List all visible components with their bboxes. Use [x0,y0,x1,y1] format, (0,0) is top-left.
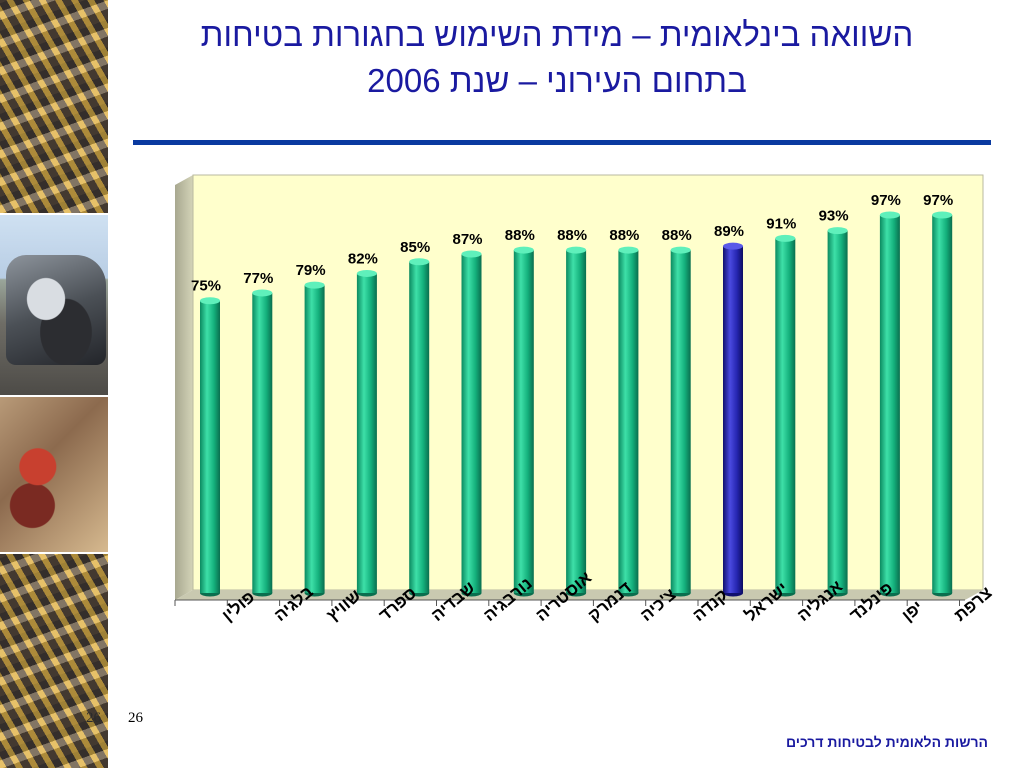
data-label: 87% [452,231,482,248]
page-number: 26 [128,710,143,726]
data-label: 85% [400,239,430,256]
bar-body [566,250,587,594]
bar-body [879,215,900,593]
bar-top-cap [356,269,377,277]
data-label: 88% [609,227,639,244]
data-label: 88% [557,227,587,244]
traffic-photo [0,0,108,213]
plot-side-wall [175,175,193,600]
bar-body [827,230,848,593]
plot-area [192,174,984,591]
bar-body [618,250,639,594]
bar [513,246,534,597]
data-label: 89% [714,223,744,240]
bar [200,297,220,597]
bar-top-cap [409,258,430,266]
data-label: 82% [348,250,378,267]
title-line-2: בתחום העירוני – שנת 2006 [367,62,747,99]
data-label: 91% [766,215,796,232]
data-label: 97% [923,192,953,209]
bar-body [461,253,482,594]
bar-body [670,250,691,594]
bar-top-cap [304,281,325,289]
slide-title: השוואה בינלאומית – מידת השימוש בחגורות ב… [120,12,994,104]
bar-top-cap [461,250,482,258]
bar-top-cap [723,242,743,250]
x-tick-label: יפן [898,597,926,625]
bar-body [200,300,220,593]
bar [723,242,743,597]
data-label: 93% [819,208,849,225]
bar-top-cap [879,211,900,219]
data-labels-group: 75% 77% 79% 82% 85% 87% 88% 88% 88% 88% 89% 91% 93% 9… [191,192,953,295]
bar-top-cap [775,234,796,242]
bar [304,281,325,597]
data-label: 77% [243,270,273,287]
bar [670,246,691,597]
bar [827,227,848,597]
rescue-photo [0,397,108,552]
bar [409,258,430,597]
bar-top-cap [618,246,639,254]
wrecked-car-image [6,255,106,365]
bar-body [252,292,273,593]
bar-top-cap [513,246,534,254]
bar-top-cap [827,227,848,235]
bar-top-cap [566,246,587,254]
bar-body [304,285,325,593]
bar-body [775,238,796,593]
title-divider [133,140,991,145]
data-label: 97% [871,192,901,209]
bar [932,211,953,597]
bar-top-cap [252,289,273,297]
traffic-photo-bottom [0,554,108,768]
bar-top-cap [932,211,953,219]
bars-group [200,211,953,597]
bar [618,246,639,597]
bar [461,250,482,597]
bar-top-cap [670,246,691,254]
bar-body [932,215,953,593]
photo-strip [0,0,108,768]
bar [879,211,900,597]
data-label: 75% [191,278,221,295]
bar [356,269,377,597]
bar-body [513,250,534,594]
page-number-shadow: 26 [86,710,101,726]
bar-top-cap [200,297,220,305]
bar-body [723,246,743,593]
bar [775,234,796,597]
bar-body [356,273,377,593]
bar [566,246,587,597]
car-crash-photo [0,215,108,395]
data-label: 88% [662,227,692,244]
bar-body [409,261,430,593]
footer-org-name: הרשות הלאומית לבטיחות דרכים [785,734,988,750]
data-label: 79% [296,262,326,279]
data-label: 88% [505,227,535,244]
title-line-1: השוואה בינלאומית – מידת השימוש בחגורות ב… [200,16,914,53]
bar [252,289,273,597]
